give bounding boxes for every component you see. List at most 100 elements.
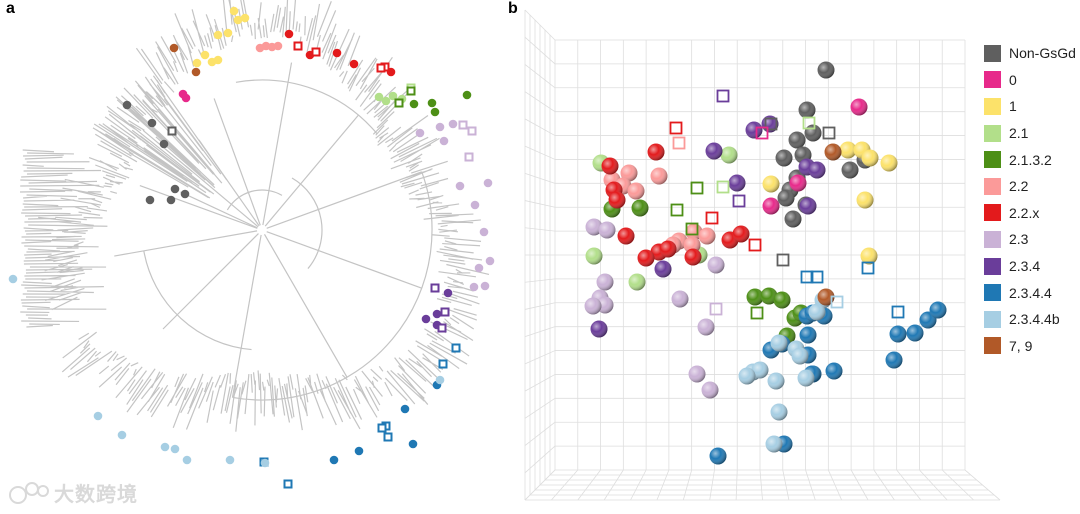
scatter-point	[705, 142, 723, 160]
scatter-point-open	[802, 116, 816, 130]
scatter-point	[684, 248, 702, 266]
tree-tip-marker	[169, 43, 179, 53]
tree-tip-marker	[284, 29, 294, 39]
tree-branch	[162, 233, 259, 330]
legend-swatch	[984, 204, 1001, 222]
tree-tip-marker	[122, 100, 132, 110]
tree-tip-marker	[117, 430, 127, 440]
legend-swatch	[984, 310, 1001, 328]
tree-tip-marker	[479, 227, 489, 237]
tree-branch	[235, 79, 378, 134]
tree-tip-marker	[329, 455, 339, 465]
scatter-point	[906, 324, 924, 342]
tree-branch	[291, 177, 323, 269]
tree-tip-marker	[181, 93, 191, 103]
legend-swatch	[984, 230, 1001, 248]
scatter-point	[762, 175, 780, 193]
scatter-point	[808, 161, 826, 179]
tree-branch	[264, 114, 359, 227]
tree-tip-open-marker	[376, 63, 386, 73]
tree-tip-marker	[439, 136, 449, 146]
legend-label: 1	[1009, 98, 1017, 115]
scatter-point	[770, 334, 788, 352]
scatter-point-open	[732, 194, 746, 208]
panel-a-label: a	[6, 0, 15, 17]
scatter-point	[720, 146, 738, 164]
scatter-point	[799, 197, 817, 215]
scatter-point-open	[800, 270, 814, 284]
legend-swatch	[984, 97, 1001, 115]
tree-branch	[262, 62, 293, 226]
tree-tip-marker	[170, 444, 180, 454]
scatter-point	[817, 288, 835, 306]
scatter-point	[808, 303, 826, 321]
legend-label: 2.3.4.4b	[1009, 311, 1060, 328]
scatter-point	[738, 367, 756, 385]
legend-item: 2.2.x	[984, 200, 1076, 227]
tree-tip-marker	[485, 256, 495, 266]
scatter-point	[671, 290, 689, 308]
scatter-point	[596, 273, 614, 291]
tree-branch	[185, 165, 259, 228]
tree-tip-open-marker	[467, 126, 477, 136]
scatter-points	[584, 61, 947, 465]
tree-tip-marker	[349, 59, 359, 69]
legend-swatch	[984, 337, 1001, 355]
legend-item: 7, 9	[984, 333, 1076, 360]
watermark: 大数跨境	[8, 478, 138, 507]
scatter-point-open	[716, 180, 730, 194]
tree-branch	[143, 250, 252, 351]
legend-item: 2.3.4	[984, 253, 1076, 280]
tree-tip-open-marker	[283, 479, 293, 489]
legend-item: 2.3.4.4	[984, 279, 1076, 306]
tree-tip-marker	[448, 119, 458, 129]
tree-tip-marker	[233, 15, 243, 25]
tree-tip-marker	[386, 67, 396, 77]
scatter-point-open	[669, 121, 683, 135]
legend-label: 2.3	[1009, 231, 1029, 248]
tree-tip-marker	[400, 404, 410, 414]
tree-tip-open-marker	[383, 432, 393, 442]
tree-tip-open-marker	[406, 86, 416, 96]
tree-tip-open-marker	[438, 359, 448, 369]
scatter-point	[760, 287, 778, 305]
scatter-point	[628, 273, 646, 291]
tree-tip-marker	[469, 282, 479, 292]
panel-b-label: b	[508, 0, 518, 17]
legend-label: 2.1.3.2	[1009, 151, 1052, 168]
scatter-point	[701, 381, 719, 399]
tree-tip-open-marker	[451, 343, 461, 353]
scatter-point	[585, 247, 603, 265]
legend-item: 2.2	[984, 173, 1076, 200]
scatter-point	[585, 218, 603, 236]
scatter-point	[841, 161, 859, 179]
legend-label: 2.2.x	[1009, 204, 1040, 221]
tree-tip-open-marker	[311, 47, 321, 57]
tree-tip-marker	[409, 99, 419, 109]
tree-tip-marker	[223, 28, 233, 38]
tree-tip-open-marker	[167, 126, 177, 136]
scatter-point-open	[776, 253, 790, 267]
tree-tip-open-marker	[458, 120, 468, 130]
scatter-point	[824, 143, 842, 161]
tree-tip-marker	[430, 107, 440, 117]
legend-item: 0	[984, 67, 1076, 94]
tree-tip-marker	[435, 122, 445, 132]
scatter-point	[746, 288, 764, 306]
tree-tips	[8, 6, 495, 489]
tree-tip-open-marker	[377, 423, 387, 433]
legend-item: 2.3.4.4b	[984, 306, 1076, 333]
watermark-text: 大数跨境	[54, 484, 138, 506]
tree-tip-marker	[8, 274, 18, 284]
scatter-point	[620, 164, 638, 182]
tree-tip-marker	[435, 375, 445, 385]
legend-label: 2.2	[1009, 178, 1029, 195]
scatter-point-open	[830, 295, 844, 309]
legend-swatch	[984, 124, 1001, 142]
tree-branch	[266, 231, 422, 289]
legend-item: 2.3	[984, 226, 1076, 253]
tree-tip-marker	[432, 309, 442, 319]
scatter-point	[929, 301, 947, 319]
scatter-point	[745, 121, 763, 139]
